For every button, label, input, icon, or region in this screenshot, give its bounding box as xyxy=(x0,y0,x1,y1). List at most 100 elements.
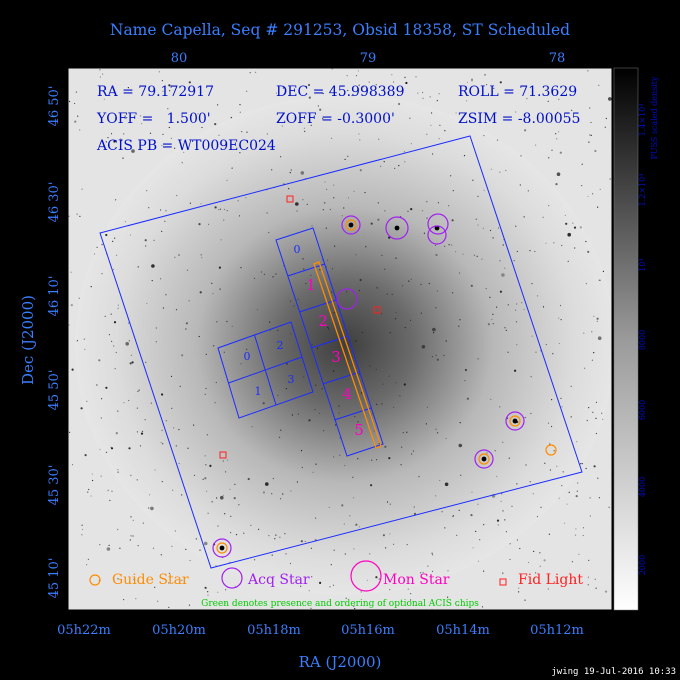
catalog-star xyxy=(434,225,440,231)
background-star xyxy=(120,138,122,140)
background-star xyxy=(343,207,345,209)
background-star xyxy=(218,266,221,269)
background-star xyxy=(406,431,408,433)
background-star xyxy=(225,589,227,591)
background-star xyxy=(471,80,473,82)
background-star xyxy=(553,242,555,244)
left-tick-label: 46 30' xyxy=(47,182,62,223)
background-star xyxy=(496,519,500,522)
background-star xyxy=(151,280,153,282)
background-star xyxy=(157,600,159,602)
background-star xyxy=(477,503,479,505)
background-star xyxy=(524,599,526,601)
background-star xyxy=(596,320,598,322)
background-star xyxy=(492,313,494,315)
background-star xyxy=(354,608,356,610)
colorbar-tick-label: 6000 xyxy=(638,400,647,420)
background-star xyxy=(471,78,473,80)
background-star xyxy=(75,91,77,93)
background-star xyxy=(197,113,199,115)
background-star xyxy=(68,324,70,326)
background-star xyxy=(105,141,107,143)
background-star xyxy=(402,432,404,434)
background-star xyxy=(377,202,379,204)
background-star xyxy=(489,229,492,232)
background-star xyxy=(150,506,154,511)
background-star xyxy=(540,506,542,508)
background-star xyxy=(69,431,71,433)
background-star xyxy=(404,76,406,78)
background-star xyxy=(258,528,260,531)
background-star xyxy=(128,447,131,450)
background-star xyxy=(581,185,583,187)
background-star xyxy=(268,231,270,234)
background-star xyxy=(524,129,527,132)
background-star xyxy=(380,313,383,315)
background-star xyxy=(501,273,505,277)
background-star xyxy=(136,431,138,433)
aim-strip xyxy=(313,261,382,449)
background-star xyxy=(458,509,460,511)
background-star xyxy=(84,454,87,457)
background-star xyxy=(499,290,502,293)
background-star xyxy=(275,92,278,94)
background-star xyxy=(297,413,299,415)
background-star xyxy=(168,572,170,575)
background-star xyxy=(224,602,226,605)
background-star xyxy=(349,515,351,517)
background-star xyxy=(452,515,454,517)
background-star xyxy=(547,588,549,590)
plot-title: Name Capella, Seq # 291253, Obsid 18358,… xyxy=(110,21,570,39)
background-star xyxy=(161,393,164,396)
background-star xyxy=(384,445,387,448)
background-star xyxy=(455,251,457,253)
background-star xyxy=(158,71,160,73)
background-star xyxy=(319,412,321,414)
background-star xyxy=(434,244,437,246)
background-star xyxy=(515,309,517,311)
background-star xyxy=(171,407,173,409)
background-star xyxy=(567,232,571,237)
background-star xyxy=(444,482,449,487)
background-star xyxy=(531,283,533,285)
background-star xyxy=(279,498,282,500)
background-star xyxy=(447,570,449,572)
background-star xyxy=(583,332,585,334)
background-star xyxy=(466,397,469,400)
background-star xyxy=(131,149,135,153)
background-star xyxy=(344,553,346,555)
background-star xyxy=(444,245,446,247)
background-star xyxy=(530,376,532,378)
background-star xyxy=(588,407,590,409)
background-star xyxy=(271,169,273,171)
background-star xyxy=(256,309,258,311)
background-star xyxy=(556,111,559,113)
background-star xyxy=(380,165,382,167)
background-star xyxy=(536,516,539,518)
background-star xyxy=(269,321,271,323)
background-star xyxy=(561,244,563,247)
background-star xyxy=(542,306,545,308)
background-star xyxy=(599,188,601,190)
background-star xyxy=(266,212,268,214)
background-star xyxy=(444,527,446,529)
background-star xyxy=(435,495,437,497)
background-star xyxy=(130,535,132,537)
background-star xyxy=(596,317,599,320)
background-star xyxy=(74,120,77,123)
info-zoff: ZOFF = -0.3000' xyxy=(276,111,395,127)
background-star xyxy=(430,124,432,126)
background-star xyxy=(249,72,251,74)
background-star xyxy=(188,604,191,606)
background-star xyxy=(463,155,466,157)
background-star xyxy=(496,139,499,141)
background-star xyxy=(211,501,213,503)
background-star xyxy=(431,356,433,358)
background-star xyxy=(484,74,486,76)
background-star xyxy=(213,345,215,347)
background-star xyxy=(466,81,468,83)
acis-s-chip-label: 3 xyxy=(331,348,341,366)
background-star xyxy=(100,417,102,419)
background-star xyxy=(491,318,493,320)
fid-light-square xyxy=(373,306,381,314)
